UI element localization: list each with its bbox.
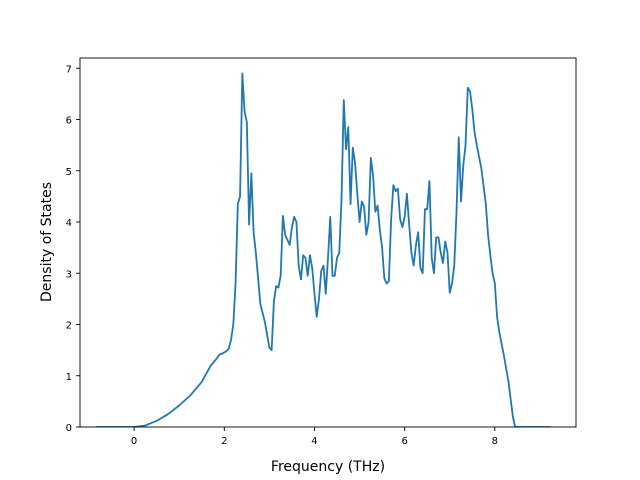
- x-tick-label: 2: [221, 436, 227, 447]
- y-tick-label: 1: [66, 372, 72, 383]
- x-tick-label: 4: [311, 436, 317, 447]
- y-tick-label: 4: [66, 218, 72, 229]
- axes: 0 2 4 6 8 0 1 2 3 4 5 6 7: [66, 57, 577, 447]
- y-tick-label: 2: [66, 321, 72, 332]
- y-tick-label: 7: [66, 64, 72, 75]
- y-tick-label: 3: [66, 269, 72, 280]
- y-tick-label: 0: [66, 423, 72, 434]
- plot-area: [95, 72, 552, 427]
- axes-frame: [79, 57, 577, 428]
- y-tick-label: 5: [66, 167, 72, 178]
- y-axis-label: Density of States: [39, 182, 55, 302]
- dos-line-series-0: [95, 72, 552, 427]
- y-tick-label: 6: [66, 116, 72, 127]
- x-tick-label: 6: [401, 436, 407, 447]
- x-axis-label: Frequency (THz): [271, 459, 385, 475]
- x-tick-label: 0: [131, 436, 137, 447]
- x-tick-label: 8: [492, 436, 498, 447]
